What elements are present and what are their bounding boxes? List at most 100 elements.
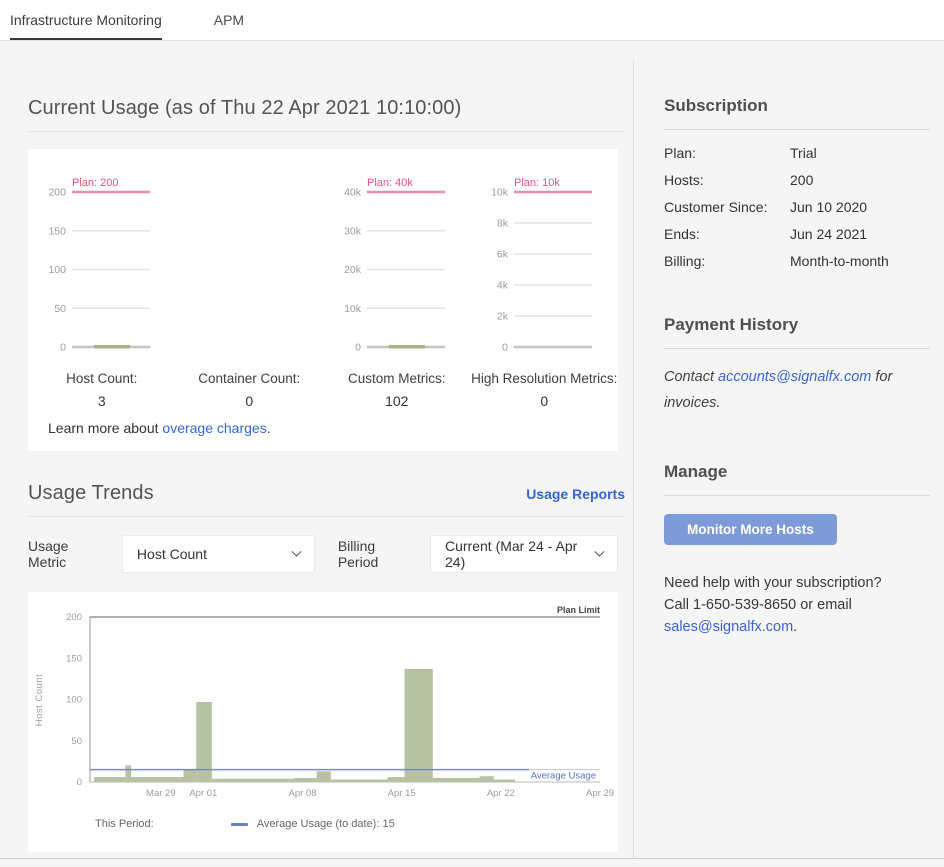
svg-text:10k: 10k: [491, 187, 509, 199]
svg-text:Apr 01: Apr 01: [189, 788, 217, 799]
help-text: Need help with your subscription? Call 1…: [664, 572, 930, 638]
trend-legend: This Period: Average Usage (to date): 15: [28, 818, 618, 830]
tab-infrastructure-label: Infrastructure Monitoring: [10, 12, 162, 28]
svg-text:Apr 08: Apr 08: [289, 788, 317, 799]
subscription-row: Customer Since:Jun 10 2020: [664, 199, 930, 215]
usage-metric-value: Host Count: [137, 546, 207, 562]
subscription-rows: Plan:TrialHosts:200Customer Since:Jun 10…: [664, 145, 930, 269]
svg-text:Plan: 10k: Plan: 10k: [514, 177, 560, 189]
usage-stat-value: 0: [176, 393, 324, 409]
subscription-row: Billing:Month-to-month: [664, 253, 930, 269]
overage-charges-link[interactable]: overage charges: [162, 420, 266, 436]
svg-text:200: 200: [66, 612, 82, 623]
current-usage-title: Current Usage (as of Thu 22 Apr 2021 10:…: [28, 97, 633, 120]
usage-meter: 200 Plan: 200 150 100 50 0 Host Count: 3: [28, 164, 176, 409]
svg-text:150: 150: [48, 225, 66, 237]
subscription-row-value: Jun 10 2020: [790, 199, 867, 215]
divider: [28, 516, 625, 517]
payment-history-note: Contact accounts@signalfx.com for invoic…: [664, 364, 930, 416]
help-suffix: .: [793, 619, 797, 635]
subscription-row-label: Hosts:: [664, 172, 790, 188]
usage-stat-label: Host Count:: [28, 371, 176, 386]
subscription-row-label: Billing:: [664, 253, 790, 269]
svg-text:50: 50: [54, 303, 66, 315]
sales-email-link[interactable]: sales@signalfx.com: [664, 619, 793, 635]
subscription-row-value: Trial: [790, 145, 817, 161]
svg-text:100: 100: [48, 264, 66, 276]
svg-text:8k: 8k: [497, 218, 509, 230]
svg-text:0: 0: [77, 777, 82, 788]
tab-infrastructure-monitoring[interactable]: Infrastructure Monitoring: [0, 0, 172, 40]
subscription-row-value: Month-to-month: [790, 253, 889, 269]
payment-note-prefix: Contact: [664, 369, 718, 385]
divider: [664, 495, 930, 496]
usage-stat-label: Custom Metrics:: [323, 371, 471, 386]
usage-stat-label: High Resolution Metrics:: [471, 371, 619, 386]
svg-text:Plan: 40k: Plan: 40k: [367, 177, 413, 189]
top-tab-bar: Infrastructure Monitoring APM: [0, 0, 944, 41]
usage-stat-value: 0: [471, 393, 619, 409]
help-line1: Need help with your subscription?: [664, 575, 882, 591]
usage-meter-chart-area: [176, 164, 324, 369]
svg-text:4k: 4k: [497, 280, 509, 292]
usage-meter-chart-area: 40kPlan: 40k30k20k10k0: [323, 164, 471, 369]
svg-text:10k: 10k: [344, 303, 362, 315]
subscription-title: Subscription: [664, 96, 930, 116]
manage-title: Manage: [664, 462, 930, 482]
tab-apm-label: APM: [214, 12, 244, 28]
svg-text:2k: 2k: [497, 311, 509, 323]
usage-metric-select[interactable]: Host Count: [122, 535, 315, 573]
help-line2: Call 1-650-539-8650 or email: [664, 597, 852, 613]
usage-trend-chart-card: Host Count 0 50 100 150 200 Plan Limit Average …: [28, 592, 618, 852]
billing-period-value: Current (Mar 24 - Apr 24): [445, 538, 596, 570]
svg-text:Plan Limit: Plan Limit: [557, 605, 600, 615]
current-usage-card: 200Plan: 200150100500Host Count:3Contain…: [28, 149, 618, 451]
accounts-email-link[interactable]: accounts@signalfx.com: [718, 369, 871, 385]
chevron-down-icon: [291, 546, 301, 556]
usage-stat-value: 3: [28, 393, 176, 409]
svg-text:6k: 6k: [497, 249, 509, 261]
usage-reports-link[interactable]: Usage Reports: [526, 486, 625, 502]
active-tab-underline: [10, 38, 162, 40]
usage-metric-label: Usage Metric: [28, 538, 109, 570]
usage-meter: 10k Plan: 10k 8k 6k 4k 2k 0 High Resolution Met…: [471, 164, 619, 409]
svg-text:0: 0: [60, 342, 66, 354]
legend-average-label: Average Usage (to date): 15: [257, 818, 395, 830]
subscription-sidebar: Subscription Plan:TrialHosts:200Customer…: [633, 60, 944, 858]
svg-text:Apr 22: Apr 22: [487, 788, 515, 799]
svg-text:0: 0: [502, 342, 508, 354]
svg-text:Plan: 200: Plan: 200: [72, 177, 118, 189]
average-usage-swatch-icon: [231, 823, 248, 826]
overage-note-text: Learn more about: [48, 420, 162, 436]
svg-text:50: 50: [71, 736, 82, 747]
svg-text:150: 150: [66, 653, 82, 664]
svg-text:100: 100: [66, 695, 82, 706]
usage-meter-chart: 200 Plan: 200 150 100 50 0: [32, 164, 172, 369]
svg-text:Host Count: Host Count: [34, 674, 45, 727]
svg-text:40k: 40k: [344, 187, 362, 199]
usage-meter: Container Count:0: [176, 164, 324, 409]
subscription-row: Hosts:200: [664, 172, 930, 188]
subscription-row-value: 200: [790, 172, 813, 188]
subscription-row-value: Jun 24 2021: [790, 226, 867, 242]
svg-text:Apr 29: Apr 29: [586, 788, 614, 799]
usage-trends-title: Usage Trends: [28, 482, 154, 505]
usage-trend-chart: Host Count 0 50 100 150 200 Plan Limit Average …: [28, 594, 618, 804]
overage-note: Learn more about overage charges.: [28, 420, 618, 451]
usage-meter-chart: 40kPlan: 40k30k20k10k0: [327, 164, 467, 369]
payment-history-title: Payment History: [664, 315, 930, 335]
subscription-row-label: Customer Since:: [664, 199, 790, 215]
billing-period-select[interactable]: Current (Mar 24 - Apr 24): [430, 535, 618, 573]
tab-apm[interactable]: APM: [204, 0, 254, 40]
divider: [664, 348, 930, 349]
trend-filters: Usage Metric Host Count Billing Period C…: [28, 535, 618, 573]
divider: [664, 129, 930, 130]
svg-text:200: 200: [48, 187, 66, 199]
subscription-row: Ends:Jun 24 2021: [664, 226, 930, 242]
monitor-more-hosts-button[interactable]: Monitor More Hosts: [664, 514, 837, 545]
svg-text:Apr 15: Apr 15: [388, 788, 416, 799]
svg-text:30k: 30k: [344, 225, 362, 237]
svg-text:20k: 20k: [344, 264, 362, 276]
divider: [28, 131, 625, 132]
svg-text:Average Usage: Average Usage: [531, 771, 596, 782]
